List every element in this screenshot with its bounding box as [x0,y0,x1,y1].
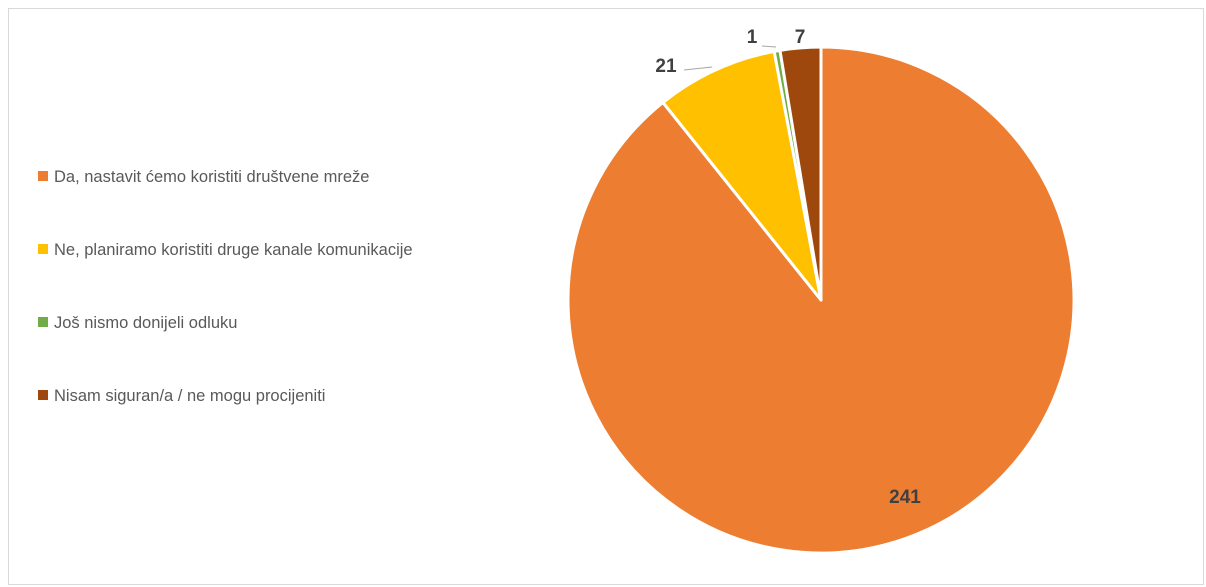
legend-label: Nisam siguran/a / ne mogu procijeniti [54,387,326,405]
data-label: 21 [655,56,677,77]
pie-slice [661,49,823,302]
data-label: 1 [747,27,758,48]
legend-item: Ne, planiramo koristiti druge kanale kom… [38,238,414,263]
legend-swatch [38,244,48,254]
leader-line [683,66,713,71]
legend-item: Nisam siguran/a / ne mogu procijeniti [38,384,414,409]
leader-line [761,45,777,48]
pie-slice [778,45,823,302]
legend-label: Ne, planiramo koristiti druge kanale kom… [54,241,413,259]
legend-item: Još nismo donijeli odluku [38,311,414,336]
legend-swatch [38,171,48,181]
legend-label: Da, nastavit ćemo koristiti društvene mr… [54,168,370,186]
data-label: 7 [795,27,806,48]
legend-swatch [38,317,48,327]
legend-label: Još nismo donijeli odluku [54,314,238,332]
legend-item: Da, nastavit ćemo koristiti društvene mr… [38,165,414,190]
data-label: 241 [889,487,921,508]
legend-swatch [38,390,48,400]
